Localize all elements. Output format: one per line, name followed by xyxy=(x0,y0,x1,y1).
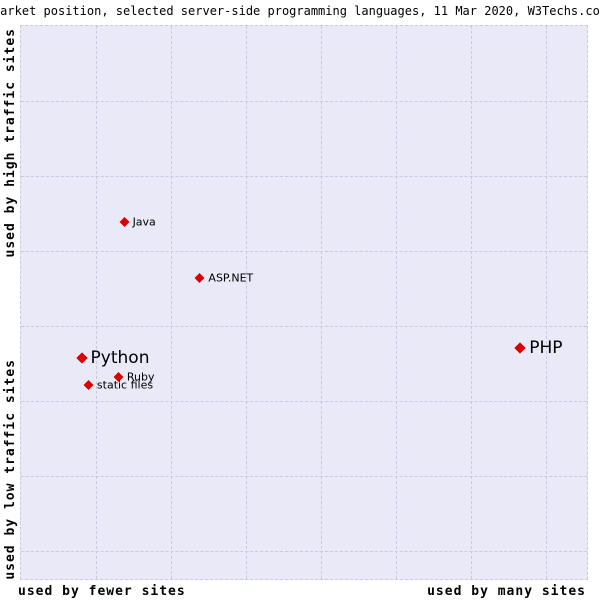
grid-line-horizontal xyxy=(21,401,587,402)
grid-line-horizontal xyxy=(21,551,587,552)
grid-line-vertical xyxy=(96,26,97,579)
grid-line-horizontal xyxy=(21,476,587,477)
data-point-label: Python xyxy=(90,347,150,368)
grid-line-horizontal xyxy=(21,101,587,102)
plot-area: Java ASP.NET PHP Python Ruby static files xyxy=(20,25,588,580)
data-point-asp-net: ASP.NET xyxy=(194,271,254,285)
chart-title: Market position, selected server-side pr… xyxy=(0,4,600,18)
x-axis-label-many-sites: used by many sites xyxy=(427,584,586,599)
diamond-marker-icon xyxy=(75,352,88,364)
diamond-marker-icon xyxy=(119,217,130,228)
data-point-java: Java xyxy=(119,215,156,229)
grid-line-vertical xyxy=(171,26,172,579)
data-point-ruby: Ruby xyxy=(113,370,155,384)
grid-line-vertical xyxy=(471,26,472,579)
data-point-label: Java xyxy=(132,215,156,229)
diamond-marker-icon xyxy=(514,342,526,354)
grid-line-horizontal xyxy=(21,176,587,177)
data-point-label: PHP xyxy=(529,337,563,358)
grid-line-vertical xyxy=(321,26,322,579)
x-axis-label-fewer-sites: used by fewer sites xyxy=(18,584,186,599)
data-point-static-files: static files xyxy=(83,378,154,392)
diamond-marker-icon xyxy=(83,380,94,391)
data-point-label: Ruby xyxy=(126,370,155,384)
data-point-label: static files xyxy=(96,378,154,392)
data-point-label: ASP.NET xyxy=(208,271,254,285)
grid-line-vertical xyxy=(246,26,247,579)
grid-line-horizontal xyxy=(21,326,587,327)
grid-line-vertical xyxy=(546,26,547,579)
y-axis-label-high-traffic: used by high traffic sites xyxy=(3,28,18,258)
y-axis-label-low-traffic: used by low traffic sites xyxy=(3,359,18,580)
data-point-python: Python xyxy=(75,347,150,368)
grid-line-horizontal xyxy=(21,251,587,252)
diamond-marker-icon xyxy=(194,273,205,284)
data-point-php: PHP xyxy=(514,337,563,358)
grid-line-vertical xyxy=(396,26,397,579)
